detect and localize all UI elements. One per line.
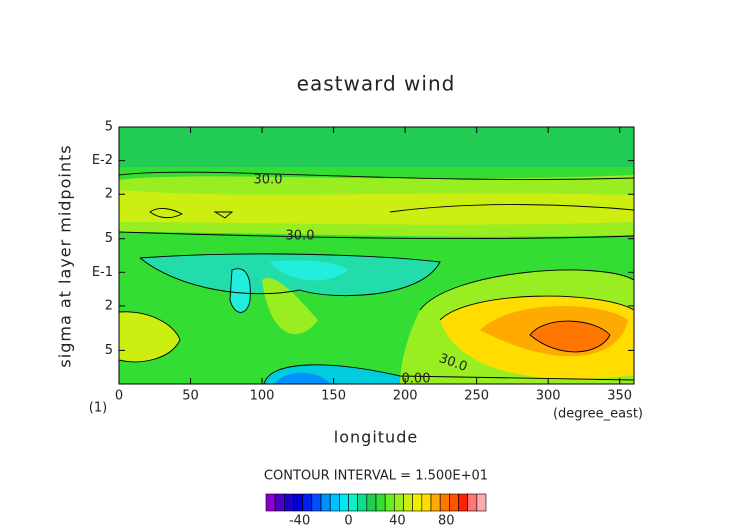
colorbar-box (339, 493, 349, 512)
y-tick-label: 2 (105, 187, 113, 202)
x-tick-label: 300 (536, 389, 561, 404)
colorbar-box (284, 493, 294, 512)
contour-fill (119, 127, 634, 384)
colorbar-box (274, 493, 285, 512)
colorbar-label: 80 (438, 514, 455, 529)
colorbar-box (366, 493, 377, 512)
y-axis-label: sigma at layer midpoints (56, 144, 75, 367)
colorbar-box (412, 493, 423, 512)
plot-frame (118, 126, 635, 385)
x-tick-label: 250 (464, 389, 489, 404)
x-tick-label: 100 (250, 389, 275, 404)
colorbar-box (421, 493, 432, 512)
contour-label: 30.0 (254, 173, 283, 188)
colorbar-box (449, 493, 459, 512)
x-unit: (degree_east) (553, 407, 643, 422)
colorbar-box (265, 493, 276, 512)
x-axis-label: longitude (334, 428, 418, 447)
colorbar-box (430, 493, 441, 512)
y-tick-label: E-2 (92, 153, 113, 168)
colorbar-box (394, 493, 404, 512)
colorbar-box (302, 493, 313, 512)
colorbar-box (403, 493, 413, 512)
y-tick-label: 5 (105, 120, 113, 135)
contour-lines (118, 171, 635, 385)
colorbar-box (384, 493, 395, 512)
colorbar-box (293, 493, 303, 512)
y-unit: (1) (89, 401, 107, 416)
colorbar-box (439, 493, 450, 512)
colorbar-box (357, 493, 368, 512)
x-tick-label: 50 (182, 389, 199, 404)
colorbar-label: -40 (289, 514, 310, 529)
y-tick-label: 5 (105, 231, 113, 246)
x-tick-label: 0 (115, 389, 123, 404)
y-tick-label: 2 (105, 298, 113, 313)
contour-label: 30.0 (286, 229, 315, 244)
colorbar-box (476, 493, 487, 512)
colorbar-box (375, 493, 386, 512)
colorbar-box (458, 493, 468, 512)
contour-interval: CONTOUR INTERVAL = 1.500E+01 (264, 469, 488, 484)
colorbar-label: 40 (389, 514, 406, 529)
colorbar-box (311, 493, 322, 512)
x-tick-label: 200 (393, 389, 418, 404)
chart-title: eastward wind (297, 72, 456, 96)
colorbar-box (467, 493, 478, 512)
colorbar-label: 0 (344, 514, 352, 529)
x-tick-label: 150 (321, 389, 346, 404)
colorbar-box (320, 493, 331, 512)
y-tick-label: E-1 (92, 265, 113, 280)
colorbar-box (348, 493, 358, 512)
x-tick-label: 350 (607, 389, 632, 404)
contour-label: 0.00 (402, 372, 431, 387)
y-tick-label: 5 (105, 343, 113, 358)
colorbar-box (329, 493, 340, 512)
